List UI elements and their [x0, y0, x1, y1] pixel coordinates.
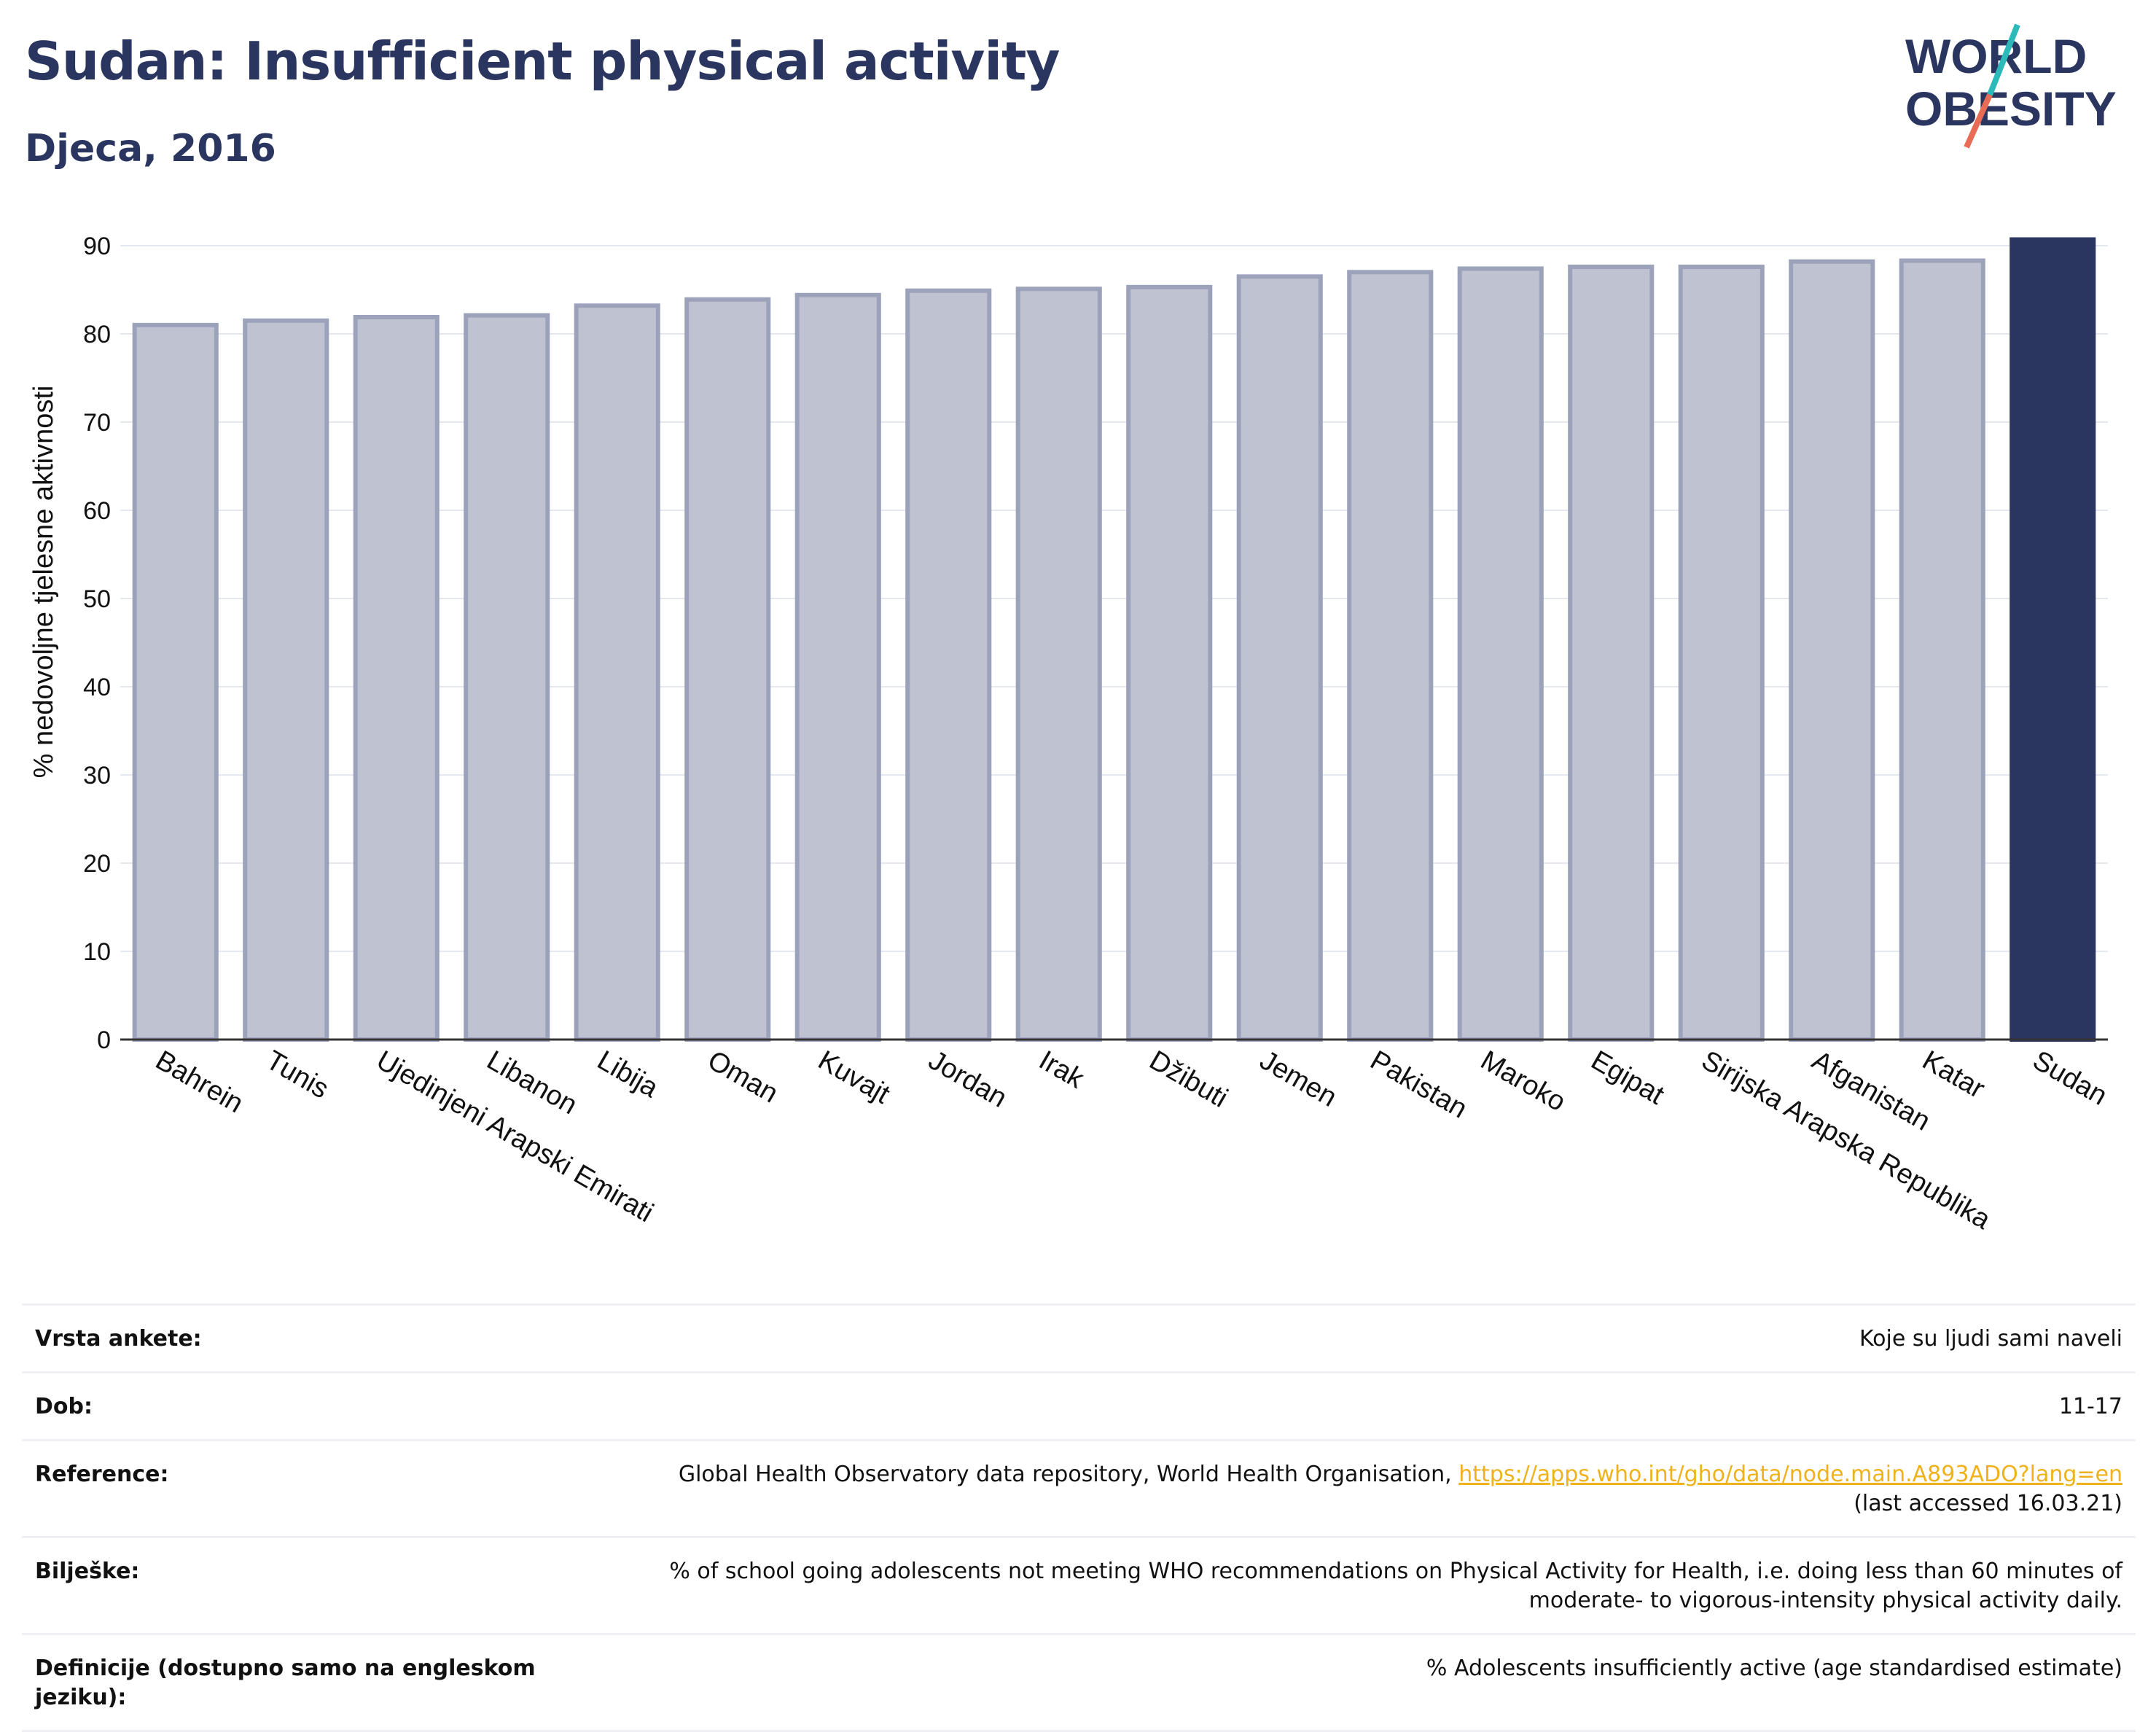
meta-row: Definicije (dostupno samo na engleskom j…	[22, 1633, 2136, 1732]
bars	[132, 237, 2096, 1042]
world-obesity-logo: WORLD OBESITY	[1905, 23, 2117, 149]
meta-label: Bilješke:	[22, 1536, 558, 1634]
y-tick-label: 70	[83, 409, 111, 437]
bar-libanon	[464, 313, 550, 1042]
chart-subtitle: Djeca, 2016	[25, 127, 276, 171]
bar-egipat	[1568, 265, 1655, 1042]
x-tick-label: Irak	[1034, 1045, 1090, 1095]
meta-value: 11-17	[558, 1371, 2136, 1440]
bar-pakistan	[1347, 270, 1434, 1042]
y-tick-label: 20	[83, 850, 111, 878]
meta-row: Bilješke:% of school going adolescents n…	[22, 1536, 2136, 1634]
bar-irak	[1015, 286, 1102, 1042]
y-tick-label: 30	[83, 762, 111, 789]
bar-ujedinjeni-arapski-emirati	[353, 315, 440, 1042]
y-tick-label: 0	[97, 1026, 111, 1054]
logo-line2: OBESITY	[1905, 82, 2117, 136]
y-tick-label: 80	[83, 321, 111, 348]
bar-sirijska-arapska-republika	[1678, 265, 1765, 1042]
y-axis-label: % nedovoljne tjelesne aktivnosti	[28, 386, 59, 779]
meta-label: Vrsta ankete:	[22, 1303, 558, 1373]
meta-value: % of school going adolescents not meetin…	[558, 1536, 2136, 1634]
y-tick-label: 90	[83, 233, 111, 260]
meta-label: Dob:	[22, 1371, 558, 1440]
meta-label: Reference:	[22, 1439, 558, 1537]
x-tick-label: Tunis	[261, 1045, 334, 1104]
bar-jemen	[1236, 274, 1323, 1042]
meta-label: Definicije (dostupno samo na engleskom j…	[22, 1633, 558, 1732]
y-axis-ticks: 0 10 20 30 40 50 60 70 80 90	[83, 233, 111, 1054]
x-tick-label: Katar	[1917, 1045, 1990, 1104]
y-tick-label: 40	[83, 674, 111, 701]
x-tick-label: Jemen	[1254, 1045, 1342, 1112]
bar-afganistan	[1789, 259, 1875, 1042]
x-tick-label: Egipat	[1586, 1045, 1670, 1110]
y-tick-label: 10	[83, 938, 111, 966]
bar-jordan	[905, 288, 992, 1042]
bar-tunis	[243, 318, 329, 1042]
x-tick-label: Sudan	[2028, 1045, 2112, 1111]
x-tick-label: Libija	[592, 1045, 664, 1104]
bar-bahrein	[132, 322, 219, 1042]
logo-slash-coral	[1964, 93, 1993, 149]
x-tick-label: Pakistan	[1365, 1045, 1472, 1124]
y-tick-label: 60	[83, 497, 111, 525]
x-tick-label: Maroko	[1475, 1045, 1571, 1118]
bar-d-ibuti	[1126, 284, 1213, 1042]
meta-row: Reference: Global Health Observatory data…	[22, 1439, 2136, 1537]
x-tick-label: Kuvajt	[813, 1045, 895, 1110]
bar-chart: 0 10 20 30 40 50 60 70 80 90 Bahrein Tunis Ujedinje…	[28, 233, 2112, 1236]
meta-value: Koje su ljudi sami naveli	[558, 1303, 2136, 1373]
x-tick-label: Džibuti	[1144, 1045, 1233, 1113]
reference-link[interactable]: https://apps.who.int/gho/data/node.main.…	[1458, 1462, 2122, 1487]
bar-maroko	[1457, 266, 1544, 1042]
logo-slash-teal	[1987, 23, 2020, 96]
x-tick-label: Jordan	[923, 1045, 1012, 1113]
meta-value: Global Health Observatory data repositor…	[558, 1439, 2136, 1537]
bar-libija	[574, 303, 660, 1042]
x-tick-label: Oman	[703, 1045, 784, 1109]
bar-katar	[1899, 258, 1985, 1042]
bar-sudan	[2009, 237, 2096, 1042]
x-axis-labels: Bahrein Tunis Ujedinjeni Arapski EmiratiLi…	[150, 1045, 2112, 1236]
meta-row: Vrsta ankete: Koje su ljudi sami naveli	[22, 1303, 2136, 1373]
y-tick-label: 50	[83, 585, 111, 613]
bar-kuvajt	[794, 292, 881, 1042]
meta-value: % Adolescents insufficiently active (age…	[558, 1633, 2136, 1732]
x-tick-label: Bahrein	[150, 1045, 248, 1119]
chart-title: Sudan: Insufficient physical activity	[25, 31, 1060, 92]
meta-row: Dob: 11-17	[22, 1371, 2136, 1440]
metadata-table: Vrsta ankete: Koje su ljudi sami naveli Do…	[22, 1303, 2136, 1732]
bar-oman	[684, 297, 771, 1042]
